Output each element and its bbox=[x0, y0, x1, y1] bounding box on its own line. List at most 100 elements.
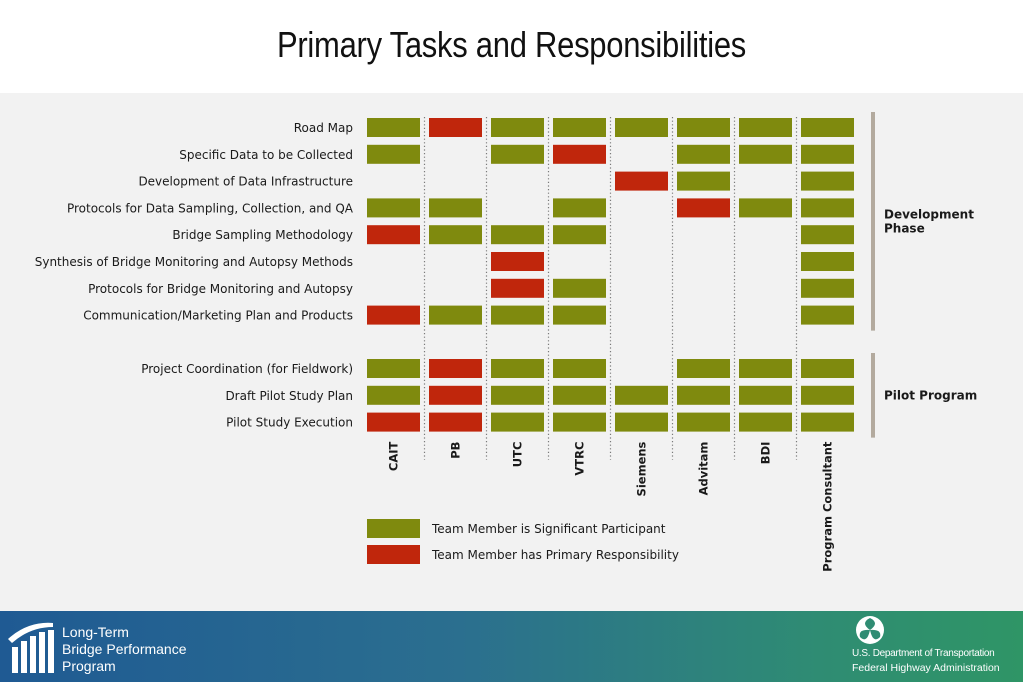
cell-bridge-sampling-methodology-vtrc bbox=[553, 225, 606, 245]
cell-road-map-utc bbox=[491, 118, 544, 137]
cell-communication-marketing-plan-and-products-program-consultant bbox=[801, 305, 854, 325]
cell-road-map-bdi bbox=[739, 118, 792, 137]
column-label-siemens: Siemens bbox=[635, 441, 649, 496]
cell-communication-marketing-plan-and-products-utc bbox=[491, 305, 544, 325]
dot-agency-text: U.S. Department of Transportation Federa… bbox=[852, 646, 1000, 676]
cell-specific-data-to-be-collected-utc bbox=[491, 144, 544, 164]
column-label-utc: UTC bbox=[511, 442, 525, 468]
cell-road-map-vtrc bbox=[553, 118, 606, 137]
column-label-pb: PB bbox=[449, 442, 463, 459]
cell-draft-pilot-study-plan-vtrc bbox=[553, 385, 606, 405]
column-label-bdi: BDI bbox=[759, 442, 773, 465]
cell-bridge-sampling-methodology-utc bbox=[491, 225, 544, 245]
dot-line: U.S. Department of Transportation bbox=[852, 648, 995, 659]
cell-protocols-for-data-sampling-collection-and-qa-advitam bbox=[677, 198, 730, 218]
cell-specific-data-to-be-collected-cait bbox=[367, 144, 420, 164]
cell-synthesis-of-bridge-monitoring-and-autopsy-methods-utc bbox=[491, 252, 544, 271]
legend-label-primary: Team Member has Primary Responsibility bbox=[431, 548, 679, 562]
program-name-line-1: Long-Term bbox=[62, 624, 129, 640]
slide-title: Primary Tasks and Responsibilities bbox=[276, 24, 746, 65]
cell-draft-pilot-study-plan-cait bbox=[367, 385, 420, 405]
responsibility-matrix-chart: Road Map Specific Data to be Collected Dev… bbox=[35, 112, 977, 572]
cell-pilot-study-execution-vtrc bbox=[553, 412, 606, 432]
cell-development-of-data-infrastructure-advitam bbox=[677, 171, 730, 191]
cell-specific-data-to-be-collected-program-consultant bbox=[801, 144, 854, 164]
cell-bridge-sampling-methodology-cait bbox=[367, 225, 420, 245]
cell-bridge-sampling-methodology-program-consultant bbox=[801, 225, 854, 245]
cell-draft-pilot-study-plan-bdi bbox=[739, 385, 792, 405]
cell-road-map-cait bbox=[367, 118, 420, 137]
cell-specific-data-to-be-collected-vtrc bbox=[553, 144, 606, 164]
column-label-cait: CAIT bbox=[387, 441, 401, 471]
task-label-protocols-for-bridge-monitoring-and-autopsy: Protocols for Bridge Monitoring and Auto… bbox=[88, 282, 353, 296]
column-label-vtrc: VTRC bbox=[573, 442, 587, 476]
cell-pilot-study-execution-pb bbox=[429, 412, 482, 432]
program-name-line-3: Program bbox=[62, 658, 116, 674]
cell-communication-marketing-plan-and-products-cait bbox=[367, 305, 420, 325]
column-label-advitam: Advitam bbox=[697, 442, 711, 496]
cell-bridge-sampling-methodology-pb bbox=[429, 225, 482, 245]
dot-logo-icon bbox=[856, 616, 884, 644]
task-label-synthesis-of-bridge-monitoring-and-autopsy-methods: Synthesis of Bridge Monitoring and Autop… bbox=[35, 255, 353, 269]
cell-road-map-pb bbox=[429, 118, 482, 137]
program-name: Long-Term Bridge Performance Program bbox=[62, 624, 187, 675]
cell-protocols-for-data-sampling-collection-and-qa-bdi bbox=[739, 198, 792, 218]
legend-swatch-significant bbox=[367, 519, 420, 538]
task-label-draft-pilot-study-plan: Draft Pilot Study Plan bbox=[225, 389, 353, 403]
cell-pilot-study-execution-bdi bbox=[739, 412, 792, 432]
phase-label-pilot-program: Pilot Program bbox=[884, 388, 977, 402]
cell-communication-marketing-plan-and-products-pb bbox=[429, 305, 482, 325]
task-label-development-of-data-infrastructure: Development of Data Infrastructure bbox=[138, 175, 353, 189]
cell-synthesis-of-bridge-monitoring-and-autopsy-methods-program-consultant bbox=[801, 252, 854, 271]
cell-draft-pilot-study-plan-utc bbox=[491, 385, 544, 405]
cell-pilot-study-execution-cait bbox=[367, 412, 420, 432]
cell-protocols-for-bridge-monitoring-and-autopsy-utc bbox=[491, 278, 544, 298]
task-label-communication-marketing-plan-and-products: Communication/Marketing Plan and Product… bbox=[83, 309, 353, 323]
cell-pilot-study-execution-advitam bbox=[677, 412, 730, 432]
cell-pilot-study-execution-program-consultant bbox=[801, 412, 854, 432]
task-label-bridge-sampling-methodology: Bridge Sampling Methodology bbox=[172, 228, 353, 242]
column-label-program-consultant: Program Consultant bbox=[821, 441, 835, 572]
cell-project-coordination-for-fieldwork-advitam bbox=[677, 359, 730, 378]
cell-project-coordination-for-fieldwork-vtrc bbox=[553, 359, 606, 378]
task-label-project-coordination-for-fieldwork: Project Coordination (for Fieldwork) bbox=[141, 362, 353, 376]
cell-project-coordination-for-fieldwork-pb bbox=[429, 359, 482, 378]
ltbp-logo-icon bbox=[8, 622, 54, 673]
task-label-protocols-for-data-sampling-collection-and-qa: Protocols for Data Sampling, Collection,… bbox=[67, 201, 354, 215]
legend-label-significant: Team Member is Significant Participant bbox=[431, 522, 666, 536]
cell-protocols-for-bridge-monitoring-and-autopsy-program-consultant bbox=[801, 278, 854, 298]
phase-label-development-phase-line-2: Phase bbox=[884, 221, 925, 235]
cell-specific-data-to-be-collected-bdi bbox=[739, 144, 792, 164]
cell-road-map-siemens bbox=[615, 118, 668, 137]
cell-pilot-study-execution-utc bbox=[491, 412, 544, 432]
phase-label-development-phase-line-1: Development bbox=[884, 207, 974, 221]
cell-development-of-data-infrastructure-siemens bbox=[615, 171, 668, 191]
cell-draft-pilot-study-plan-pb bbox=[429, 385, 482, 405]
cell-project-coordination-for-fieldwork-cait bbox=[367, 359, 420, 378]
cell-protocols-for-bridge-monitoring-and-autopsy-vtrc bbox=[553, 278, 606, 298]
legend-swatch-primary bbox=[367, 545, 420, 564]
cell-protocols-for-data-sampling-collection-and-qa-cait bbox=[367, 198, 420, 218]
cell-pilot-study-execution-siemens bbox=[615, 412, 668, 432]
cell-protocols-for-data-sampling-collection-and-qa-vtrc bbox=[553, 198, 606, 218]
cell-development-of-data-infrastructure-program-consultant bbox=[801, 171, 854, 191]
cell-road-map-program-consultant bbox=[801, 118, 854, 137]
cell-draft-pilot-study-plan-program-consultant bbox=[801, 385, 854, 405]
task-label-specific-data-to-be-collected: Specific Data to be Collected bbox=[179, 148, 353, 162]
responsibility-chart-panel: Road Map Specific Data to be Collected Dev… bbox=[0, 93, 1023, 611]
program-name-line-2: Bridge Performance bbox=[62, 641, 187, 657]
cell-road-map-advitam bbox=[677, 118, 730, 137]
footer-bar: Long-Term Bridge Performance Program bbox=[0, 611, 1023, 682]
cell-protocols-for-data-sampling-collection-and-qa-program-consultant bbox=[801, 198, 854, 218]
cell-draft-pilot-study-plan-advitam bbox=[677, 385, 730, 405]
cell-project-coordination-for-fieldwork-program-consultant bbox=[801, 359, 854, 378]
cell-project-coordination-for-fieldwork-utc bbox=[491, 359, 544, 378]
cell-communication-marketing-plan-and-products-vtrc bbox=[553, 305, 606, 325]
task-label-pilot-study-execution: Pilot Study Execution bbox=[226, 416, 353, 430]
cell-protocols-for-data-sampling-collection-and-qa-pb bbox=[429, 198, 482, 218]
cell-project-coordination-for-fieldwork-bdi bbox=[739, 359, 792, 378]
cell-draft-pilot-study-plan-siemens bbox=[615, 385, 668, 405]
task-label-road-map: Road Map bbox=[294, 121, 353, 135]
fhwa-line: Federal Highway Administration bbox=[852, 662, 1000, 674]
cell-specific-data-to-be-collected-advitam bbox=[677, 144, 730, 164]
